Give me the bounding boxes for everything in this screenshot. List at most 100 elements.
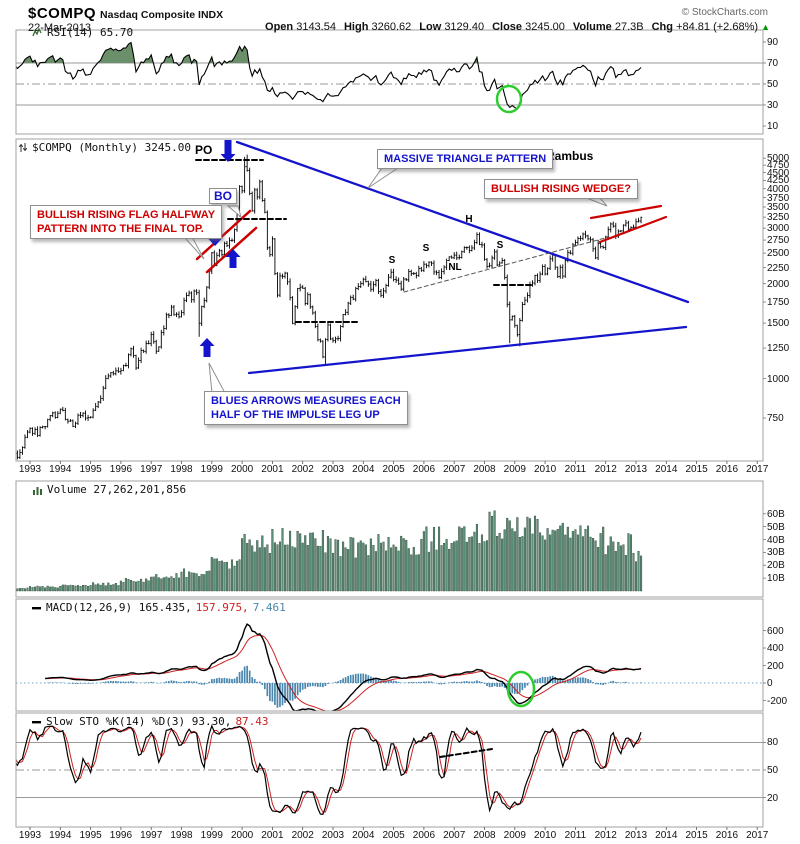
year-axis-label: 1993	[18, 464, 42, 475]
price-axis-tick: 1250	[767, 343, 790, 355]
year-axis-label: 2017	[746, 830, 769, 841]
impulse-arrow-down-icon	[220, 140, 236, 162]
sto-d-line	[16, 725, 642, 813]
macd-panel-label: MACD(12,26,9) 165.435, 157.975, 7.461	[32, 601, 286, 614]
sto-panel-plot	[16, 724, 763, 816]
price-axis-tick: 3500	[767, 202, 790, 213]
rising-flag-line1: BULLISH RISING FLAG HALFWAY	[37, 209, 216, 221]
low-value: 3129.40	[444, 21, 485, 33]
year-axis-label: 2005	[382, 830, 405, 841]
chart-header: $COMPQ Nasdaq Composite INDX	[28, 5, 223, 23]
rsi-label-text: RSI(14) 65.70	[47, 26, 134, 39]
year-axis-label: 2017	[746, 464, 769, 475]
macd-axis-tick: 200	[767, 660, 784, 672]
volume-value: 27.3B	[614, 21, 644, 33]
year-axis-label: 1999	[200, 464, 223, 475]
year-axis-label: 2016	[715, 830, 739, 841]
year-axis-label: 1997	[140, 464, 163, 475]
year-axis-label: 2013	[624, 464, 648, 475]
rsi-panel-plot	[16, 41, 763, 111]
macd-panel-border	[15, 598, 764, 712]
rsi-axis-tick: 30	[767, 100, 779, 111]
volume-axis-tick: 10B	[767, 573, 785, 585]
year-axis-label: 2009	[503, 464, 526, 475]
macd-axis-tick: -200	[767, 695, 788, 707]
rsi-axis-tick: 10	[767, 121, 779, 132]
year-axis-label: 2003	[321, 830, 345, 841]
year-axis-label: 2001	[261, 464, 284, 475]
year-axis-label: 2000	[230, 464, 254, 475]
bar-chart-icon	[33, 486, 42, 495]
year-axis-label: 2010	[533, 464, 557, 475]
year-axis-label: 2002	[291, 464, 314, 475]
vol-panel-border	[15, 480, 764, 598]
macd-hist-value: 7.461	[252, 601, 286, 614]
quote-summary: Open 3143.54 High 3260.62 Low 3129.40 Cl…	[265, 21, 770, 33]
year-axis-label: 1995	[79, 830, 102, 841]
year-axis-label: 2008	[473, 464, 496, 475]
line-chart-icon	[32, 27, 42, 36]
flag-lower-line	[205, 226, 258, 274]
rsi-panel-border	[15, 29, 764, 135]
year-axis-label: 2015	[685, 464, 708, 475]
macd-axis-tick: 400	[767, 643, 784, 654]
year-axis-label: 2007	[443, 830, 466, 841]
pattern-letter-nl: NL	[448, 262, 462, 273]
year-axis-label: 2011	[564, 830, 587, 841]
year-axis-label: 1999	[200, 830, 223, 841]
blue-arrows-line2: HALF OF THE IMPULSE LEG UP	[211, 409, 380, 421]
year-axis-label: 2014	[655, 464, 678, 475]
year-axis-label: 2012	[594, 464, 617, 475]
sto-axis-tick: 20	[767, 792, 779, 804]
year-axis-label: 2014	[655, 830, 678, 841]
macd-label-text: MACD(12,26,9) 165.435,	[46, 601, 192, 614]
high-label: High	[343, 21, 369, 33]
sto-panel-label: Slow STO %K(14) %D(3) 93.30, 87.43	[32, 715, 269, 728]
main-panel-plot	[16, 154, 643, 460]
price-axis-tick: 4750	[767, 160, 790, 172]
impulse-arrow-up-icon	[225, 249, 241, 268]
high-value: 3260.62	[371, 21, 412, 33]
year-axis-label: 1998	[170, 830, 193, 841]
sto-axis-tick: 80	[767, 737, 779, 749]
year-axis-label: 2009	[503, 830, 526, 841]
bo-callout: BO	[209, 188, 237, 204]
copyright: © StockCharts.com	[681, 7, 768, 18]
close-value: 3245.00	[525, 21, 565, 33]
year-axis-label: 2002	[291, 830, 314, 841]
legend-line-icon	[32, 720, 41, 723]
year-axis-label: 2004	[352, 830, 375, 841]
macd-axis-tick: 600	[767, 625, 784, 637]
price-axis-tick: 1000	[767, 373, 790, 385]
macd-line	[45, 623, 642, 711]
pattern-letter-s: S	[496, 240, 504, 251]
price-axis-tick: 4000	[767, 183, 790, 195]
triangle-upper-line	[235, 140, 690, 304]
year-axis-label: 2006	[412, 830, 436, 841]
rsi-overbought-fill	[22, 42, 478, 63]
chg-value: +84.81 (+2.68%)	[676, 21, 759, 33]
price-axis-tick: 1500	[767, 318, 790, 330]
year-axis-label: 1998	[170, 464, 193, 475]
rsi-axis-tick: 70	[767, 58, 779, 69]
year-axis-label: 1995	[79, 464, 102, 475]
main-label-text: $COMPQ (Monthly) 3245.00	[32, 141, 191, 154]
rising-wedge-callout: BULLISH RISING WEDGE?	[484, 179, 638, 199]
wedge-lower-line	[598, 215, 668, 244]
chart-date: 22-Mar-2013	[28, 22, 91, 34]
sto-axis-tick: 50	[767, 765, 779, 776]
price-axis-tick: 1750	[767, 296, 790, 308]
close-label: Close	[492, 21, 523, 33]
callout-tail	[226, 205, 242, 219]
price-axis-tick: 3750	[767, 192, 790, 204]
year-axis-label: 2016	[715, 464, 739, 475]
year-axis-label: 2012	[594, 830, 617, 841]
year-axis-label: 2003	[321, 464, 345, 475]
year-axis-label: 2015	[685, 830, 708, 841]
pattern-letter-s: S	[422, 243, 430, 254]
price-axis-tick: 2750	[767, 235, 790, 247]
volume-axis-tick: 40B	[767, 534, 785, 546]
macd-axis-tick: 0	[767, 678, 773, 689]
rambus-signature: Rambus	[546, 149, 594, 163]
